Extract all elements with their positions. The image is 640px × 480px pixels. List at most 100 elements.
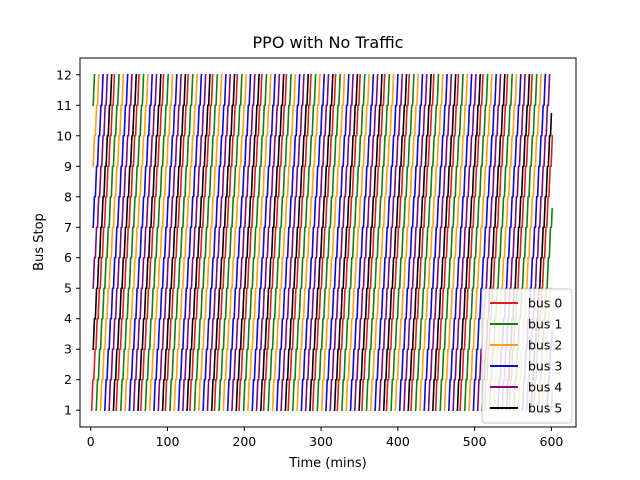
series-line-bus-1-trip-15 [439,73,464,412]
series-line-bus-3-trip-9 [300,73,326,412]
y-tick-label: 7 [64,220,72,235]
legend-label: bus 2 [528,338,562,353]
series-line-bus-0-trip-4 [189,73,214,412]
series-line-bus-2-trip-7 [247,73,272,412]
series-line-bus-5-trip-15 [456,73,482,412]
series-line-bus-3-trip-4 [177,73,203,412]
series-line-bus-3-trip-11 [349,73,375,412]
series-line-bus-0-trip-11 [361,73,386,412]
y-tick-label: 2 [64,372,72,387]
series-line-bus-0-trip-3 [164,73,190,412]
series-line-bus-2-trip-15 [443,73,469,412]
series-line-bus-3-trip-8 [275,73,301,412]
legend-box [481,288,573,424]
series-line-bus-5-trip-9 [309,73,334,412]
series-line-bus-4-trip-0 [92,73,109,290]
series-line-bus-1-trip-10 [316,73,342,412]
series-line-bus-5-trip-14 [431,73,457,412]
series-line-bus-1-trip-14 [414,73,440,412]
series-line-bus-0-trip-2 [139,73,165,412]
series-line-bus-3-trip-13 [398,73,424,412]
y-axis-label: Bus Stop [32,213,47,271]
series-line-bus-4-trip-15 [452,73,477,412]
series-line-bus-4-trip-2 [132,73,158,412]
legend-label: bus 1 [528,317,562,332]
series-line-bus-5-trip-11 [358,73,383,412]
series-line-bus-4-trip-9 [304,73,330,412]
series-line-bus-3-trip-0 [92,73,104,229]
series-line-bus-1-trip-5 [193,73,219,412]
series-line-bus-5-trip-5 [210,73,236,412]
legend: bus 0 bus 1 bus 2 bus 3 bus 4 bus 5 [481,288,573,424]
series-line-bus-0-trip-10 [336,73,362,412]
series-line-bus-3-trip-7 [251,73,276,412]
series-line-bus-4-trip-11 [353,73,379,412]
chart-title: PPO with No Traffic [253,33,404,52]
x-axis: 0 100 200 300 400 500 600 [87,427,563,449]
series-line-bus-5-trip-6 [235,73,260,412]
series-line-bus-1-trip-12 [365,73,391,412]
series-line-bus-0-trip-15 [459,73,484,412]
series-line-bus-4-trip-16 [476,73,502,412]
series-line-bus-1-trip-9 [291,73,317,412]
series-line-bus-2-trip-1 [99,73,125,412]
series-line-bus-4-trip-6 [231,73,256,412]
series-line-bus-0-trip-12 [385,73,411,412]
series-line-bus-3-trip-15 [447,73,473,412]
x-tick-label: 300 [309,434,333,449]
series-line-bus-5-trip-7 [259,73,285,412]
series-line-bus-2-trip-12 [369,73,395,412]
series-line-bus-5-trip-2 [137,73,162,412]
series-line-bus-1-trip-1 [95,73,120,412]
series-line-bus-0-trip-9 [311,73,337,412]
series-line-bus-5-trip-8 [284,73,310,412]
series-line-bus-0-trip-0 [90,73,116,412]
series-line-bus-3-trip-12 [374,73,399,412]
series-line-bus-4-trip-1 [108,73,133,412]
x-tick-label: 500 [463,434,487,449]
y-tick-label: 10 [56,128,72,143]
series-line-bus-3-trip-5 [202,73,227,412]
series-line-bus-0-trip-7 [262,73,288,412]
series-line-bus-5-trip-3 [161,73,187,412]
series-line-bus-1-trip-3 [144,73,170,412]
y-tick-label: 12 [56,67,72,82]
series-line-bus-1-trip-11 [341,73,366,412]
series-line-bus-3-trip-10 [325,73,350,412]
series-line-bus-0-trip-1 [115,73,140,412]
y-tick-label: 5 [64,281,72,296]
series-line-bus-1-trip-0 [92,73,96,107]
legend-label: bus 0 [528,296,562,311]
y-tick-label: 8 [64,189,72,204]
series-line-bus-1-trip-16 [463,73,489,412]
series-line-bus-0-trip-5 [213,73,239,412]
series-line-bus-2-trip-8 [271,73,297,412]
y-tick-label: 4 [64,311,72,326]
y-tick-label: 3 [64,342,72,357]
series-line-bus-4-trip-14 [427,73,453,412]
legend-label: bus 4 [528,380,562,395]
series-line-bus-3-trip-14 [423,73,448,412]
series-line-bus-5-trip-12 [382,73,408,412]
series-line-bus-2-trip-0 [92,73,100,168]
series-line-bus-4-trip-13 [403,73,428,412]
series-line-bus-1-trip-2 [119,73,145,412]
series-line-bus-4-trip-7 [255,73,281,412]
y-tick-label: 6 [64,250,72,265]
series-line-bus-5-trip-10 [333,73,359,412]
y-tick-label: 1 [64,403,72,418]
series-line-bus-0-trip-14 [434,73,460,412]
x-axis-label: Time (mins) [288,456,366,471]
series-line-bus-3-trip-16 [472,73,498,412]
series-line-bus-1-trip-4 [169,73,194,412]
series-line-bus-2-trip-4 [173,73,198,412]
series-line-bus-2-trip-3 [148,73,174,412]
x-tick-label: 200 [232,434,256,449]
series-line-bus-3-trip-1 [103,73,129,412]
series-line-bus-2-trip-5 [197,73,223,412]
series-line-bus-5-trip-1 [112,73,138,412]
x-tick-label: 0 [87,434,95,449]
series-line-bus-4-trip-8 [280,73,305,412]
